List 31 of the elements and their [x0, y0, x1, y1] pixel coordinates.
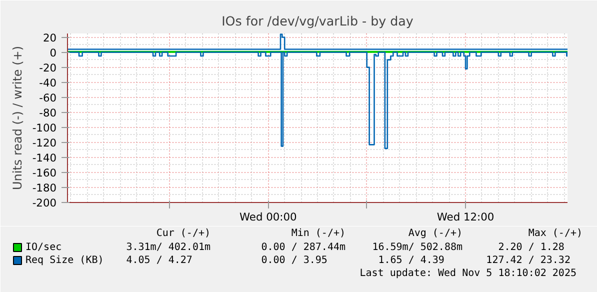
text: Max (-/+) — [528, 228, 583, 239]
y-tick-label: -20 — [39, 61, 57, 74]
y-tick-label: -200 — [32, 196, 57, 210]
legend-label: Req Size (KB) — [26, 255, 104, 266]
text: 16.59m/ 502.88m — [372, 242, 463, 253]
text: 1.65 / 4.39 — [378, 255, 444, 266]
y-tick-label: 0 — [50, 46, 57, 60]
x-tick-label: Wed 00:00 — [239, 210, 298, 224]
y-tick-label: -180 — [32, 181, 57, 194]
text: 4.05 / 4.27 — [126, 255, 192, 266]
text: 127.42 / 23.32 — [486, 255, 570, 266]
y-tick-label: -100 — [32, 121, 57, 134]
y-tick-label: -40 — [39, 76, 57, 90]
y-tick-label: 20 — [42, 31, 57, 44]
text: Cur (-/+) — [156, 228, 211, 239]
text: 0.00 / 287.44m — [261, 242, 346, 253]
text: 0.00 / 3.95 — [261, 255, 328, 266]
y-tick-label: -120 — [32, 136, 57, 150]
y-axis-title: Units read (-) / write (+) — [10, 46, 24, 190]
text: Min (-/+) — [291, 228, 346, 239]
chart-title: IOs for /dev/vg/varLib - by day — [222, 14, 414, 28]
x-tick-label: Wed 12:00 — [436, 210, 494, 224]
y-tick-label: -140 — [32, 151, 57, 164]
text: Last update: Wed Nov 5 18:10:02 2025 — [360, 268, 576, 279]
legend-label: IO/sec — [26, 242, 62, 253]
text: Avg (-/+) — [408, 228, 463, 239]
y-tick-label: -80 — [39, 106, 57, 120]
y-tick-label: -160 — [32, 166, 57, 180]
y-tick-label: -60 — [39, 91, 57, 104]
text: 3.31m/ 402.01m — [126, 242, 211, 253]
text: 2.20 / 1.28 — [498, 242, 564, 253]
